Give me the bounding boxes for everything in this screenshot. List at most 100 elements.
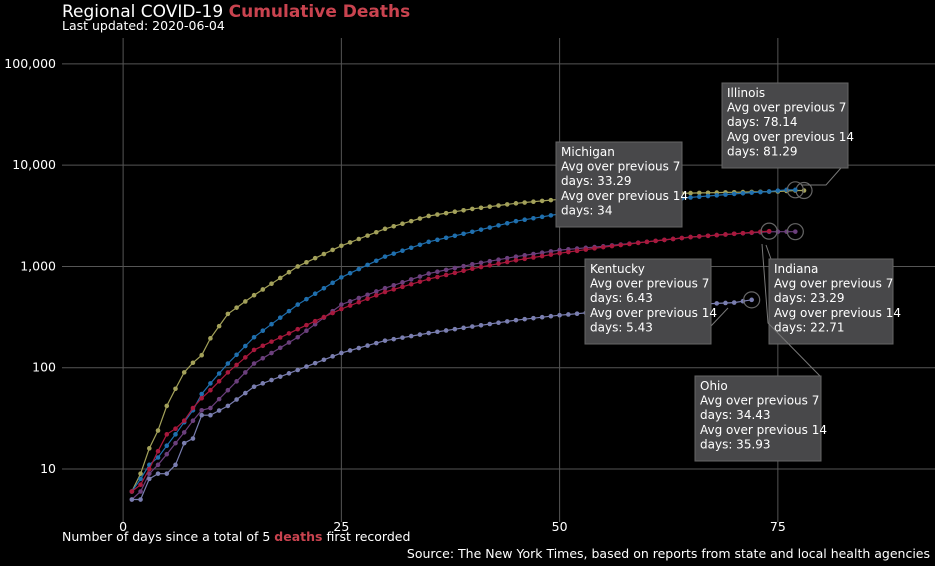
data-point-indiana (147, 471, 152, 476)
data-point-illinois (443, 210, 449, 216)
endpoint-ring-indiana (786, 223, 804, 241)
data-point-indiana (173, 440, 178, 446)
data-point-michigan (531, 215, 536, 221)
data-point-illinois (330, 247, 335, 253)
data-point-indiana (478, 260, 484, 266)
data-point-kentucky (522, 316, 527, 322)
data-point-illinois (548, 197, 554, 203)
data-point-kentucky (408, 333, 414, 339)
data-point-indiana (557, 247, 562, 253)
tooltip-line: Avg over previous 14 (590, 306, 717, 320)
tooltip-title: Illinois (727, 86, 765, 100)
data-point-indiana (155, 462, 161, 468)
data-point-illinois (487, 204, 493, 209)
data-point-indiana (504, 255, 510, 261)
data-point-ohio (417, 279, 423, 284)
data-point-ohio (679, 235, 685, 241)
data-point-ohio (653, 238, 658, 244)
data-point-indiana (417, 274, 423, 279)
data-point-illinois (391, 223, 397, 229)
data-point-indiana (382, 285, 388, 291)
data-point-kentucky (208, 412, 213, 418)
data-point-indiana (234, 379, 239, 384)
data-point-kentucky (312, 360, 318, 366)
data-point-michigan (225, 361, 231, 366)
data-point-ohio (147, 466, 152, 472)
data-point-michigan (373, 258, 379, 264)
data-point-michigan (758, 189, 763, 195)
data-point-kentucky (557, 312, 562, 318)
data-point-kentucky (487, 321, 493, 327)
tooltip-connector-kentucky (710, 307, 729, 327)
data-point-michigan (330, 280, 335, 286)
data-point-ohio (312, 318, 318, 324)
data-point-ohio (487, 263, 493, 268)
data-point-kentucky (478, 322, 484, 328)
data-point-ohio (731, 231, 737, 237)
data-point-kentucky (269, 377, 274, 383)
data-point-ohio (443, 272, 449, 278)
data-point-kentucky (417, 332, 423, 337)
data-point-illinois (496, 203, 501, 208)
tooltip-line: days: 23.29 (774, 291, 845, 305)
data-point-kentucky (330, 354, 335, 359)
tooltip-connector-indiana (765, 244, 772, 260)
data-point-illinois (426, 213, 431, 219)
data-point-michigan (208, 381, 213, 386)
data-point-indiana (408, 277, 414, 282)
data-point-indiana (339, 302, 344, 307)
data-point-illinois (688, 190, 693, 196)
data-point-illinois (339, 243, 344, 249)
tooltip-line: days: 34 (561, 203, 612, 217)
data-point-ohio (129, 489, 135, 494)
data-point-indiana (461, 263, 466, 269)
data-point-illinois (304, 260, 309, 265)
data-point-ohio (356, 299, 362, 305)
tooltip-line: Avg over previous 7 (774, 277, 893, 291)
data-point-indiana (260, 355, 266, 361)
data-point-illinois (356, 236, 362, 242)
last-updated: Last updated: 2020-06-04 (62, 18, 225, 33)
data-point-illinois (478, 205, 484, 211)
data-point-ohio (618, 242, 624, 248)
data-point-michigan (723, 192, 728, 197)
data-point-indiana (487, 258, 493, 264)
data-point-michigan (199, 391, 204, 397)
y-tick-label: 10,000 (12, 157, 56, 172)
data-point-michigan (731, 191, 737, 197)
data-point-kentucky (251, 384, 257, 389)
data-point-illinois (373, 229, 379, 235)
data-point-michigan (426, 239, 431, 245)
data-point-kentucky (321, 357, 327, 363)
data-point-michigan (688, 195, 693, 200)
tooltip-box-ohio (694, 375, 822, 462)
data-point-michigan (164, 443, 170, 448)
data-point-kentucky (129, 497, 135, 502)
data-point-indiana (190, 418, 196, 424)
data-point-michigan (347, 270, 353, 276)
data-point-illinois (295, 264, 301, 269)
tooltip-line: Avg over previous 14 (700, 423, 827, 437)
data-point-kentucky (435, 329, 440, 335)
data-point-kentucky (234, 397, 239, 402)
data-point-illinois (417, 216, 423, 221)
data-point-ohio (400, 284, 405, 290)
x-axis-ticks: 0 25 50 75 (119, 519, 786, 534)
chart-title-accent: Cumulative Deaths (228, 2, 411, 22)
data-point-kentucky (243, 390, 248, 396)
data-point-michigan (487, 225, 493, 230)
data-point-ohio (339, 306, 344, 312)
data-point-ohio (513, 257, 519, 263)
data-point-ohio (295, 326, 301, 332)
data-point-michigan (365, 262, 370, 268)
data-point-kentucky (286, 371, 292, 376)
data-point-illinois (234, 305, 239, 310)
data-point-kentucky (225, 403, 231, 409)
data-point-ohio (330, 310, 335, 316)
data-point-illinois (164, 403, 170, 409)
data-point-illinois (251, 292, 257, 298)
data-point-michigan (784, 187, 789, 193)
data-point-illinois (269, 281, 274, 287)
